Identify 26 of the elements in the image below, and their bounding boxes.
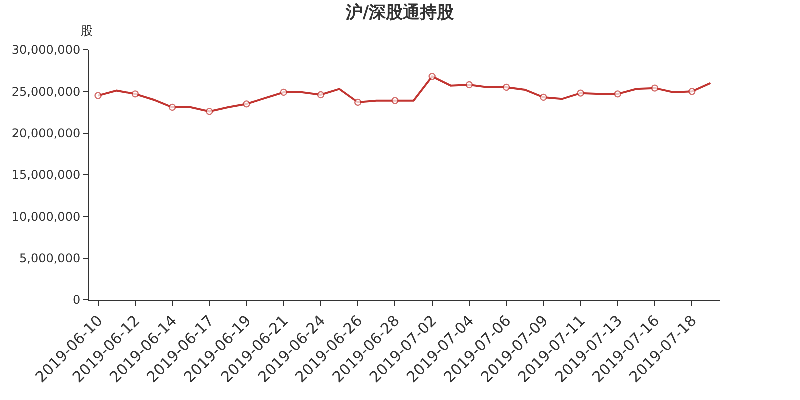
chart-title: 沪/深股通持股 (344, 2, 456, 23)
y-tick-label: 30,000,000 (12, 43, 81, 58)
y-tick-label: 5,000,000 (20, 252, 81, 266)
y-tick-label: 15,000,000 (12, 168, 81, 182)
point (94, 92, 102, 100)
y-tick-label: 0 (72, 293, 81, 308)
point (428, 73, 436, 80)
y-tick-label: 25,000,000 (12, 84, 81, 99)
point (540, 94, 548, 102)
y-tick-label: 20,000,000 (12, 126, 81, 141)
point (168, 104, 176, 112)
y-axis-title: 股 (81, 24, 93, 38)
point (243, 100, 250, 108)
point (614, 90, 622, 98)
point (577, 90, 584, 97)
point (280, 88, 288, 96)
point (688, 88, 696, 96)
y-tick-label: 10,000,000 (12, 210, 81, 224)
point (502, 84, 510, 92)
point (132, 90, 139, 98)
point (392, 97, 399, 104)
point (354, 98, 362, 106)
point (206, 108, 214, 116)
point (317, 91, 325, 99)
point (651, 84, 659, 92)
point (466, 81, 474, 89)
